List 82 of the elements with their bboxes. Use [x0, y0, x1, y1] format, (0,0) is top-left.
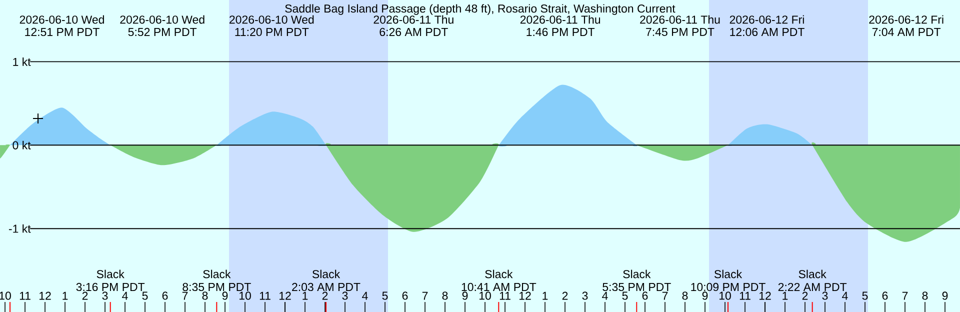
- x-tick-label: 2: [562, 292, 568, 300]
- annotation: 2026-06-10 Wed: [230, 15, 314, 24]
- x-tick-label: 5: [142, 292, 148, 300]
- annotation: 2026-06-11 Thu: [520, 15, 600, 24]
- x-tick-label: 8: [442, 292, 448, 300]
- x-tick-label: 6: [882, 292, 888, 300]
- annotation: 12:06 AM PDT: [730, 28, 804, 36]
- annotation: 10:41 AM PDT: [462, 282, 536, 292]
- x-tick-label: 2: [82, 292, 88, 300]
- x-tick-label: 3: [102, 292, 108, 300]
- annotation: 5:52 PM PDT: [128, 28, 197, 36]
- x-tick-label: 10: [0, 292, 11, 300]
- annotation: Slack: [203, 270, 231, 278]
- x-tick-label: 8: [922, 292, 928, 300]
- x-tick-label: 9: [462, 292, 468, 300]
- annotation: 2026-06-10 Wed: [20, 15, 104, 24]
- annotation: 2:22 AM PDT: [778, 282, 847, 291]
- annotation: 7:04 AM PDT: [872, 28, 941, 36]
- x-tick-label: 5: [622, 292, 628, 300]
- annotation: 3:16 PM PDT: [76, 282, 145, 292]
- y-tick-label: 1 kt: [13, 58, 31, 66]
- x-tick-label: 6: [642, 292, 648, 300]
- x-tick-label: 2: [322, 292, 328, 300]
- x-tick-label: 9: [222, 292, 228, 300]
- x-tick-label: 7: [422, 292, 428, 300]
- x-tick-label: 7: [662, 292, 668, 300]
- x-tick-label: 12: [519, 292, 531, 300]
- x-tick-label: 4: [362, 292, 368, 300]
- annotation: 7:45 PM PDT: [646, 28, 714, 36]
- x-tick-label: 4: [842, 292, 848, 300]
- annotation: 2:03 AM PDT: [292, 282, 360, 292]
- x-tick-label: 10: [239, 292, 251, 300]
- annotation: 10:09 PM PDT: [691, 282, 766, 292]
- x-tick-label: 3: [822, 292, 828, 300]
- annotation: Slack: [798, 270, 826, 278]
- x-tick-label: 1: [302, 292, 308, 300]
- annotation: Slack: [312, 270, 340, 278]
- annotation: 8:35 PM PDT: [182, 282, 251, 292]
- annotation: 2026-06-11 Thu: [640, 15, 720, 24]
- x-tick-label: 9: [942, 292, 948, 300]
- x-tick-label: 3: [582, 292, 588, 300]
- x-tick-label: 12: [40, 292, 51, 300]
- x-tick-label: 1: [62, 292, 68, 300]
- annotation: 2026-06-12 Fri: [730, 15, 804, 24]
- x-tick-label: 1: [782, 292, 788, 300]
- x-tick-label: 2: [802, 292, 808, 300]
- x-tick-label: 6: [402, 292, 408, 300]
- x-tick-label: 11: [500, 292, 510, 300]
- x-tick-label: 5: [382, 292, 388, 300]
- annotation: 2026-06-10 Wed: [120, 15, 204, 24]
- x-tick-label: 4: [122, 292, 128, 300]
- y-tick-label: -1 kt: [8, 224, 31, 233]
- annotation: 1:46 PM PDT: [526, 28, 595, 36]
- x-tick-label: 7: [182, 292, 188, 300]
- x-tick-label: 12: [279, 292, 291, 300]
- annotation: 12:51 PM PDT: [25, 28, 100, 36]
- x-tick-label: 10: [479, 292, 491, 300]
- x-tick-label: 9: [702, 292, 708, 300]
- x-tick-label: 7: [902, 292, 908, 300]
- x-tick-label: 3: [342, 292, 348, 300]
- y-tick-label: 0 kt: [12, 140, 31, 150]
- annotation: Slack: [623, 270, 651, 278]
- x-tick-label: 11: [260, 292, 270, 300]
- x-tick-label: 11: [740, 292, 750, 300]
- x-tick-label: 4: [602, 292, 608, 300]
- x-tick-label: 1: [542, 292, 548, 300]
- annotation: 2026-06-11 Thu: [374, 15, 454, 24]
- x-tick-label: 8: [202, 292, 208, 300]
- annotation: Slack: [96, 270, 124, 278]
- x-tick-label: 11: [20, 292, 30, 300]
- annotation: 6:26 AM PDT: [380, 28, 448, 36]
- annotation: 5:35 PM PDT: [602, 282, 671, 292]
- x-tick-label: 10: [719, 292, 731, 300]
- annotation: 11:20 PM PDT: [235, 28, 309, 36]
- annotation: Slack: [714, 270, 742, 278]
- x-tick-label: 8: [682, 292, 688, 300]
- x-tick-label: 5: [862, 292, 868, 300]
- annotation: Slack: [485, 270, 513, 278]
- x-tick-label: 12: [759, 292, 771, 300]
- annotation: 2026-06-12 Fri: [869, 15, 944, 24]
- chart-title: Saddle Bag Island Passage (depth 48 ft), Rosario Strait, Washington Current: [285, 4, 676, 15]
- x-tick-label: 6: [162, 292, 168, 300]
